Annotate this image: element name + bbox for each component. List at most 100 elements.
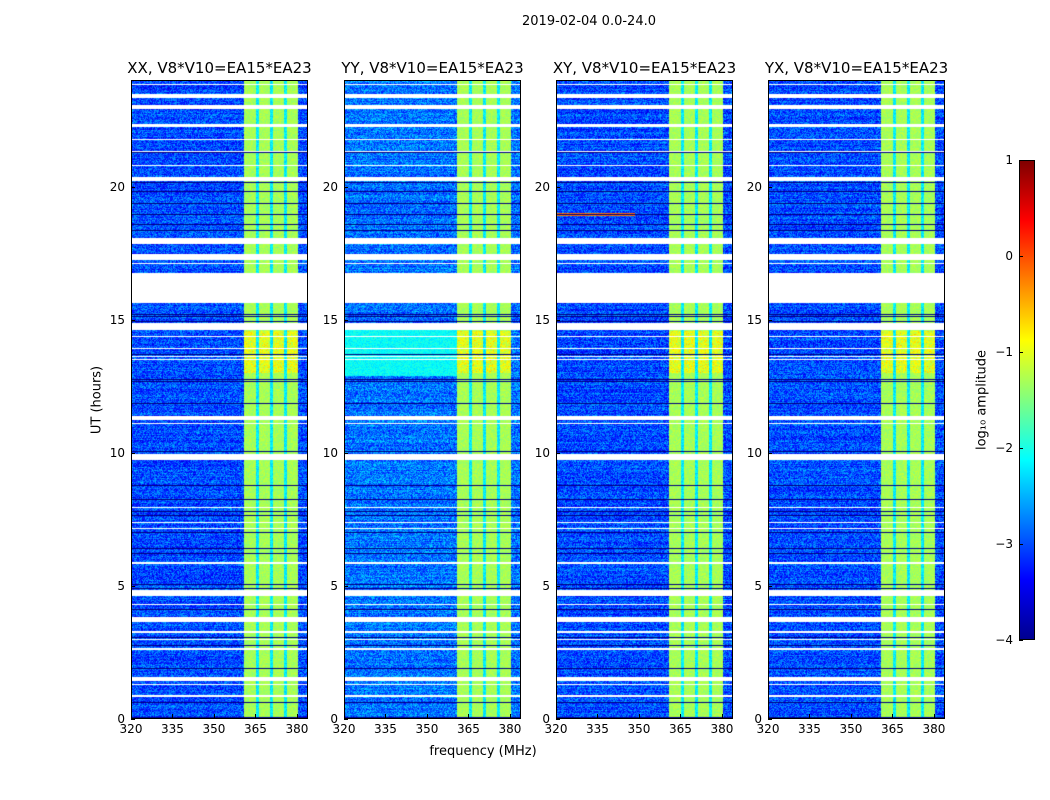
x-tick-label: 365 [244, 722, 267, 736]
y-tick-mark [344, 186, 348, 188]
y-tick-mark [344, 319, 348, 321]
y-tick-label: 20 [746, 179, 762, 194]
figure-title: 2019-02-04 0.0-24.0 [522, 14, 656, 29]
x-tick-mark [892, 714, 894, 718]
colorbar-tick-mark [1019, 352, 1023, 353]
y-tick-mark [556, 719, 560, 720]
x-tick-label: 350 [415, 722, 439, 736]
y-tick-mark [131, 585, 135, 587]
x-tick-mark [721, 714, 723, 718]
x-tick-mark [850, 714, 852, 718]
x-tick-label: 335 [374, 722, 397, 736]
y-tick-mark [556, 452, 560, 454]
x-tick-mark [468, 714, 470, 718]
colorbar-tick-mark [1019, 256, 1023, 257]
panel-title: YX, V8*V10=EA15*EA23 [764, 59, 949, 77]
x-axis-label: frequency (MHz) [429, 744, 537, 759]
x-tick-mark [809, 714, 811, 718]
x-tick-label: 350 [202, 722, 226, 736]
y-tick-label: 10 [746, 445, 762, 460]
colorbar-tick-mark [1019, 448, 1023, 449]
colorbar-tick-mark [1019, 160, 1023, 161]
colorbar-tick-label: −4 [995, 633, 1013, 647]
y-tick-label: 15 [322, 312, 338, 327]
y-tick-label: 10 [534, 445, 550, 460]
x-tick-label: 335 [161, 722, 184, 736]
y-tick-mark [768, 585, 772, 587]
x-tick-mark [344, 714, 345, 718]
x-tick-label: 335 [798, 722, 821, 736]
x-tick-mark [638, 714, 640, 718]
panel-title: XX, V8*V10=EA15*EA23 [127, 59, 312, 77]
y-tick-mark [556, 186, 560, 188]
x-tick-mark [255, 714, 257, 718]
colorbar-tick-label: −3 [995, 537, 1013, 551]
y-tick-label: 15 [109, 312, 125, 327]
y-tick-label: 5 [330, 578, 338, 593]
y-tick-mark [768, 452, 772, 454]
y-tick-label: 15 [534, 312, 550, 327]
x-tick-label: 320 [119, 722, 143, 736]
x-tick-label: 380 [710, 722, 734, 736]
x-tick-label: 365 [669, 722, 692, 736]
x-tick-mark [680, 714, 682, 718]
y-tick-mark [556, 319, 560, 321]
x-tick-label: 365 [457, 722, 480, 736]
y-tick-mark [344, 585, 348, 587]
x-tick-mark [213, 714, 215, 718]
x-tick-mark [131, 714, 132, 718]
x-tick-label: 365 [881, 722, 904, 736]
x-tick-label: 350 [839, 722, 863, 736]
x-tick-mark [385, 714, 387, 718]
x-tick-label: 380 [285, 722, 309, 736]
y-tick-label: 10 [322, 445, 338, 460]
y-tick-label: 20 [322, 179, 338, 194]
heatmap-image [769, 81, 944, 718]
y-tick-label: 5 [117, 578, 125, 593]
heatmap-image [132, 81, 307, 718]
x-tick-mark [768, 714, 769, 718]
y-axis-label: UT (hours) [89, 365, 105, 435]
heatmap-panel [344, 80, 521, 719]
colorbar [1019, 160, 1035, 640]
y-tick-mark [131, 319, 135, 321]
heatmap-image [557, 81, 732, 718]
y-tick-mark [131, 452, 135, 454]
y-tick-mark [768, 319, 772, 321]
x-tick-label: 350 [627, 722, 651, 736]
x-tick-label: 380 [922, 722, 946, 736]
x-tick-label: 320 [332, 722, 356, 736]
colorbar-label: log₁₀ amplitude [974, 349, 990, 451]
x-tick-label: 335 [586, 722, 609, 736]
heatmap-image [345, 81, 520, 718]
y-tick-label: 0 [754, 712, 762, 726]
x-tick-label: 320 [544, 722, 568, 736]
y-tick-mark [344, 719, 348, 720]
x-tick-mark [556, 714, 557, 718]
colorbar-tick-mark [1019, 640, 1023, 641]
y-tick-label: 20 [109, 179, 125, 194]
colorbar-tick-label: −1 [995, 345, 1013, 359]
y-tick-label: 10 [109, 445, 125, 460]
colorbar-tick-label: 1 [1005, 153, 1013, 167]
colorbar-tick-label: −2 [995, 441, 1013, 455]
y-tick-label: 20 [534, 179, 550, 194]
x-tick-label: 320 [756, 722, 780, 736]
y-tick-label: 0 [330, 712, 338, 726]
y-tick-mark [556, 585, 560, 587]
y-tick-mark [768, 719, 772, 720]
x-tick-mark [426, 714, 428, 718]
x-tick-mark [509, 714, 511, 718]
y-tick-label: 5 [754, 578, 762, 593]
y-tick-mark [131, 719, 135, 720]
y-tick-mark [768, 186, 772, 188]
y-tick-label: 5 [542, 578, 550, 593]
y-tick-mark [344, 452, 348, 454]
y-tick-label: 0 [117, 712, 125, 726]
x-tick-mark [597, 714, 599, 718]
heatmap-panel [556, 80, 733, 719]
x-tick-mark [296, 714, 298, 718]
x-tick-mark [933, 714, 935, 718]
heatmap-panel [131, 80, 308, 719]
